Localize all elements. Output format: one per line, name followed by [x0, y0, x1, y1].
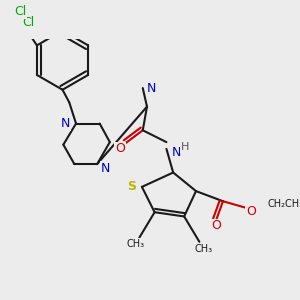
Text: Cl: Cl [14, 5, 26, 18]
Text: O: O [246, 205, 256, 218]
Text: S: S [127, 180, 136, 194]
Text: N: N [172, 146, 181, 159]
Text: CH₂CH₃: CH₂CH₃ [268, 199, 300, 209]
Text: Cl: Cl [22, 16, 35, 29]
Text: O: O [115, 142, 125, 155]
Text: N: N [146, 82, 156, 94]
Text: CH₃: CH₃ [194, 244, 213, 254]
Text: O: O [211, 219, 221, 232]
Text: N: N [101, 162, 110, 175]
Text: CH₃: CH₃ [126, 239, 144, 249]
Text: H: H [181, 142, 189, 152]
Text: N: N [61, 117, 70, 130]
